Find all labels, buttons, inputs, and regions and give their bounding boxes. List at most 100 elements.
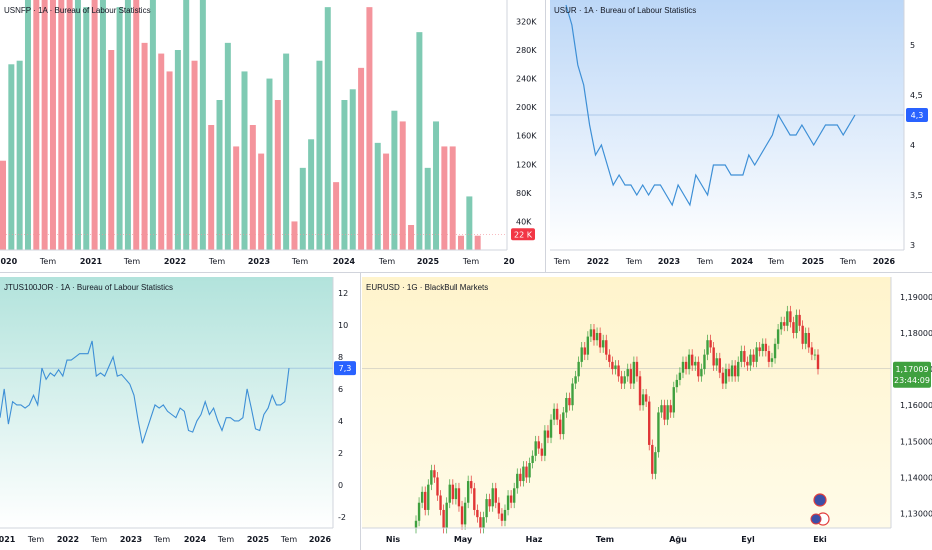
eurusd-candle [727, 369, 731, 377]
nfp-bar [316, 60, 323, 250]
eurusd-candle [761, 343, 764, 352]
eurusd-candle [571, 383, 574, 406]
eurusd-candle [565, 397, 568, 413]
eurusd-candle [657, 412, 660, 453]
ur-x-tick: 2025 [802, 257, 825, 266]
nfp-bar [291, 221, 298, 250]
jtus-title: JTUS100JOR · 1A · Bureau of Labour Stati… [4, 283, 173, 292]
jtus-x-tick: Tem [27, 535, 44, 544]
nfp-bar [216, 100, 223, 250]
nfp-bar [341, 100, 348, 250]
eurusd-candle [706, 340, 709, 355]
eurusd-x-tick: Eyl [741, 535, 755, 544]
eurusd-x-tick: Eki [813, 535, 827, 544]
nfp-bar [391, 110, 398, 250]
eurusd-candle [755, 347, 758, 362]
nfp-x-tick: 2023 [248, 257, 270, 266]
eurusd-candle [697, 361, 700, 377]
eurusd-candle [509, 495, 513, 503]
nfp-x-tick: 2025 [417, 257, 440, 266]
nfp-bar [466, 196, 473, 250]
ur-x-tick: 2023 [658, 257, 680, 266]
divider-middle[interactable] [0, 272, 932, 273]
eurusd-candle [816, 354, 820, 370]
nfp-y-tick: 240K [516, 75, 537, 84]
eurusd-candle [473, 488, 476, 510]
nfp-bar [283, 53, 290, 251]
eurusd-candle [577, 361, 580, 377]
jtus-x-tick: Tem [217, 535, 234, 544]
eurusd-background [362, 277, 891, 528]
jtus-y-tick: 8 [338, 353, 343, 362]
nfp-y-tick: 120K [516, 160, 537, 169]
eurusd-countdown: 23:44:09 [894, 376, 930, 385]
nfp-chart: 40K80K120K160K200K240K280K320K2020Tem202… [0, 0, 537, 266]
eurusd-candle [552, 408, 556, 420]
eurusd-candle [525, 466, 528, 478]
nfp-bar [8, 64, 15, 251]
eurusd-candle [601, 340, 605, 348]
eurusd-candle [555, 408, 559, 420]
eurusd-candle [540, 448, 544, 456]
nfp-bar [266, 78, 273, 250]
eurusd-x-tick: Tem [596, 535, 614, 544]
eurusd-candle [494, 488, 497, 503]
eurusd-candle [512, 488, 516, 503]
eurusd-candle [690, 354, 694, 366]
ur-y-tick: 3,5 [910, 191, 923, 200]
eurusd-candle [500, 513, 504, 521]
nfp-bar [41, 0, 48, 250]
eurusd-candle [549, 419, 553, 438]
eurusd-candle [740, 351, 743, 362]
eurusd-y-tick: 1,14000 [900, 473, 932, 482]
jtus-y-tick: 12 [338, 289, 348, 298]
eurusd-candle [448, 484, 451, 503]
jtus-series-line [0, 340, 290, 444]
divider-bottom[interactable] [360, 273, 361, 550]
jtus-x-tick: 2023 [120, 535, 142, 544]
eurusd-candle [424, 491, 427, 510]
eurusd-candle [457, 488, 461, 507]
jtus-x-tick: 2022 [57, 535, 79, 544]
eurusd-candle [488, 499, 491, 507]
eurusd-candle [479, 517, 482, 528]
eurusd-candle [798, 314, 801, 326]
eurusd-candle [439, 495, 442, 510]
eurusd-candle [813, 354, 817, 356]
eurusd-candle [733, 365, 737, 377]
eurusd-candle [709, 340, 712, 348]
nfp-title: USNFP · 1A · Bureau of Labour Statistics [4, 6, 151, 15]
eurusd-candle [779, 322, 783, 330]
jtus-y-tick: 10 [338, 321, 348, 330]
nfp-bar [224, 42, 231, 250]
jtus-panel: -2 0 2 4 6 8 10 12 021 Tem 2022 Tem 2023 Tem 2024 Tem 20… [0, 277, 358, 550]
nfp-bar [208, 125, 215, 250]
eurusd-candle [715, 358, 718, 366]
eurusd-candle [620, 376, 623, 384]
eurusd-candle [749, 354, 752, 366]
nfp-bar [24, 0, 31, 250]
eurusd-candle [611, 361, 614, 370]
nfp-bar [83, 7, 90, 251]
nfp-bar [441, 146, 448, 250]
eurusd-x-tick: May [454, 535, 473, 544]
eurusd-candle [684, 361, 688, 370]
nfp-x-tick: 2021 [80, 257, 103, 266]
divider-top[interactable] [545, 0, 546, 272]
eurusd-price-label-bg [893, 361, 931, 388]
eurusd-y-tick: 1,16000 [900, 401, 932, 410]
eurusd-candle [537, 441, 540, 449]
jtus-x-tick: Tem [280, 535, 297, 544]
jtus-chart: -2 0 2 4 6 8 10 12 021 Tem 2022 Tem 2023 Tem 2024 Tem 20… [0, 277, 356, 544]
nfp-y-tick: 320K [516, 17, 537, 26]
eurusd-candle [460, 506, 464, 525]
eurusd-candle [651, 444, 654, 474]
nfp-bar [158, 53, 165, 251]
nfp-x-tick: Tem [378, 257, 395, 266]
eurusd-candle [543, 430, 547, 456]
ur-price-label-bg [906, 108, 928, 122]
nfp-x-tick: Tem [39, 257, 56, 266]
eurusd-candle [703, 354, 706, 370]
eurusd-candle [635, 361, 639, 377]
ur-x-tick: Tem [625, 257, 642, 266]
